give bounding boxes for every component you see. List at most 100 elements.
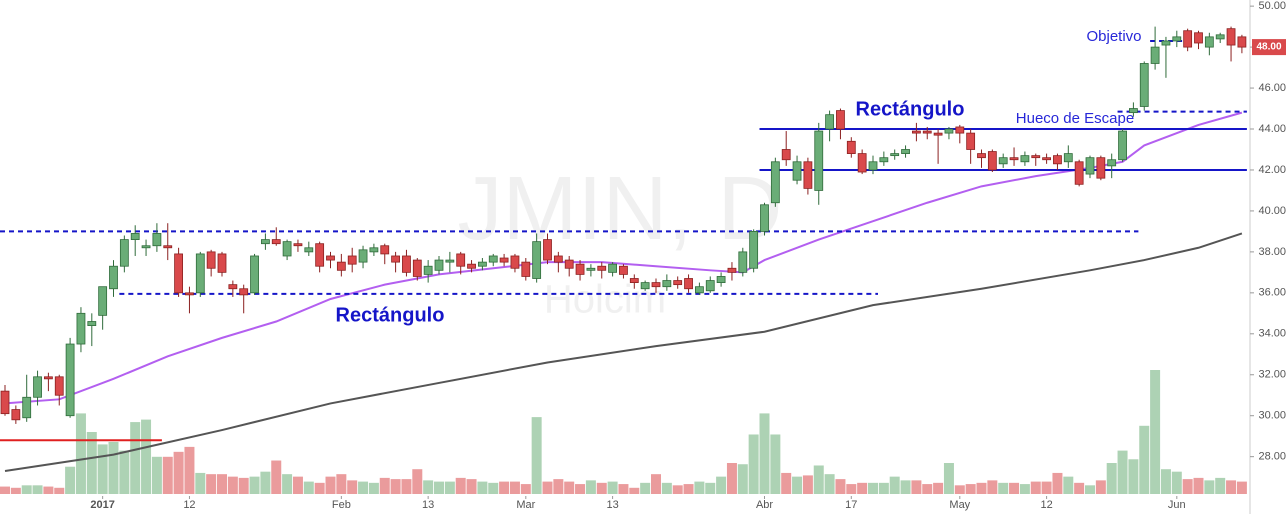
y-tick-label: 38.00 <box>1258 246 1286 258</box>
volume-bar <box>32 485 43 494</box>
candle-body <box>239 288 249 296</box>
volume-bar <box>694 481 705 494</box>
y-tick-label: 46.00 <box>1258 82 1286 94</box>
volume-bar <box>1150 370 1161 494</box>
candle-body <box>1042 157 1051 161</box>
volume-bar <box>1215 477 1226 494</box>
candle-body <box>825 114 834 130</box>
candle-body <box>358 249 368 263</box>
volume-bar <box>141 419 152 494</box>
y-tick-label: 42.00 <box>1258 164 1286 176</box>
candle-body <box>727 267 737 273</box>
volume-bar <box>564 481 575 494</box>
candle-body <box>380 245 390 255</box>
volume-bar <box>900 480 911 494</box>
candle-body <box>1107 159 1117 167</box>
volume-bar <box>651 474 661 494</box>
candle-body <box>347 255 357 265</box>
volume-bar <box>119 450 130 494</box>
volume-bar <box>1236 481 1247 494</box>
candle-body <box>543 239 552 261</box>
candle-body <box>716 276 726 283</box>
candle-body <box>44 376 53 380</box>
y-tick-label: 36.00 <box>1258 287 1286 299</box>
volume-bar <box>379 477 390 494</box>
volume-bar <box>716 476 727 494</box>
volume-bar <box>661 482 672 494</box>
y-tick-label: 40.00 <box>1258 205 1286 217</box>
volume-bar <box>1106 463 1117 494</box>
x-tick-label: 17 <box>845 499 857 511</box>
candle-body <box>1183 30 1193 48</box>
candle-body <box>1150 46 1160 64</box>
candle-body <box>879 157 889 163</box>
candle-body <box>619 265 628 275</box>
candle-body <box>521 261 531 277</box>
candle-body <box>857 153 867 173</box>
x-tick-label: 13 <box>606 499 618 511</box>
candle-body <box>1226 28 1236 46</box>
volume-bar <box>987 480 998 494</box>
volume-bar <box>292 476 303 494</box>
volume-bar <box>130 422 141 494</box>
x-tick-label: 13 <box>422 499 434 511</box>
volume-bar <box>0 486 10 494</box>
x-tick-label: Jun <box>1168 499 1186 511</box>
volume-bar <box>368 482 379 494</box>
volume-bar <box>217 474 227 494</box>
volume-bar <box>325 476 336 494</box>
candle-body <box>662 280 672 288</box>
candle-body <box>1194 32 1203 44</box>
candle-body <box>109 265 118 290</box>
candle-body <box>119 239 129 267</box>
candle-body <box>412 259 422 277</box>
volume-bar <box>86 432 97 494</box>
volume-bar <box>596 482 607 494</box>
volume-bar <box>629 487 640 494</box>
volume-bar <box>10 487 21 494</box>
candle-body <box>456 253 466 267</box>
volume-bar <box>97 444 108 494</box>
candle-body <box>553 255 563 263</box>
volume-bar <box>173 451 184 494</box>
candle-body <box>803 161 813 189</box>
candle-body <box>336 261 346 271</box>
volume-bar <box>1085 485 1095 494</box>
y-tick-label: 28.00 <box>1258 451 1286 463</box>
volume-bar <box>943 463 954 494</box>
y-tick-label: 44.00 <box>1258 123 1286 135</box>
price-tag-label: 48.00 <box>1256 42 1281 53</box>
x-tick-label: Mar <box>516 499 535 511</box>
candle-body <box>250 255 259 294</box>
volume-bar <box>358 481 369 494</box>
volume-bar <box>976 482 987 494</box>
volume-bar <box>43 486 54 494</box>
y-tick-label: 32.00 <box>1258 369 1286 381</box>
candle-body <box>890 153 900 157</box>
volume-bar <box>878 482 889 494</box>
volume-bar <box>835 479 846 494</box>
candle-body <box>586 267 596 271</box>
x-tick-label: May <box>949 499 970 511</box>
volume-bar <box>444 481 455 494</box>
volume-bar <box>575 484 586 494</box>
annotation: Hueco de Escape <box>1016 110 1134 127</box>
volume-bar <box>401 479 412 494</box>
watermark: JMIN, D <box>458 159 783 259</box>
candle-body <box>1215 34 1225 40</box>
candle-body <box>770 161 780 204</box>
candle-body <box>11 409 21 421</box>
volume-bar <box>922 484 933 494</box>
candle-body <box>846 140 856 154</box>
candle-body <box>608 263 617 273</box>
candle-body <box>933 132 943 136</box>
candle-body <box>987 151 997 171</box>
candle-body <box>977 153 986 159</box>
volume-bar <box>759 413 770 494</box>
candle-body <box>434 259 444 271</box>
candle-body <box>326 255 335 261</box>
candle-body <box>532 241 542 279</box>
volume-bar <box>238 477 249 494</box>
volume-bar <box>1041 481 1052 494</box>
volume-bar <box>488 482 499 494</box>
